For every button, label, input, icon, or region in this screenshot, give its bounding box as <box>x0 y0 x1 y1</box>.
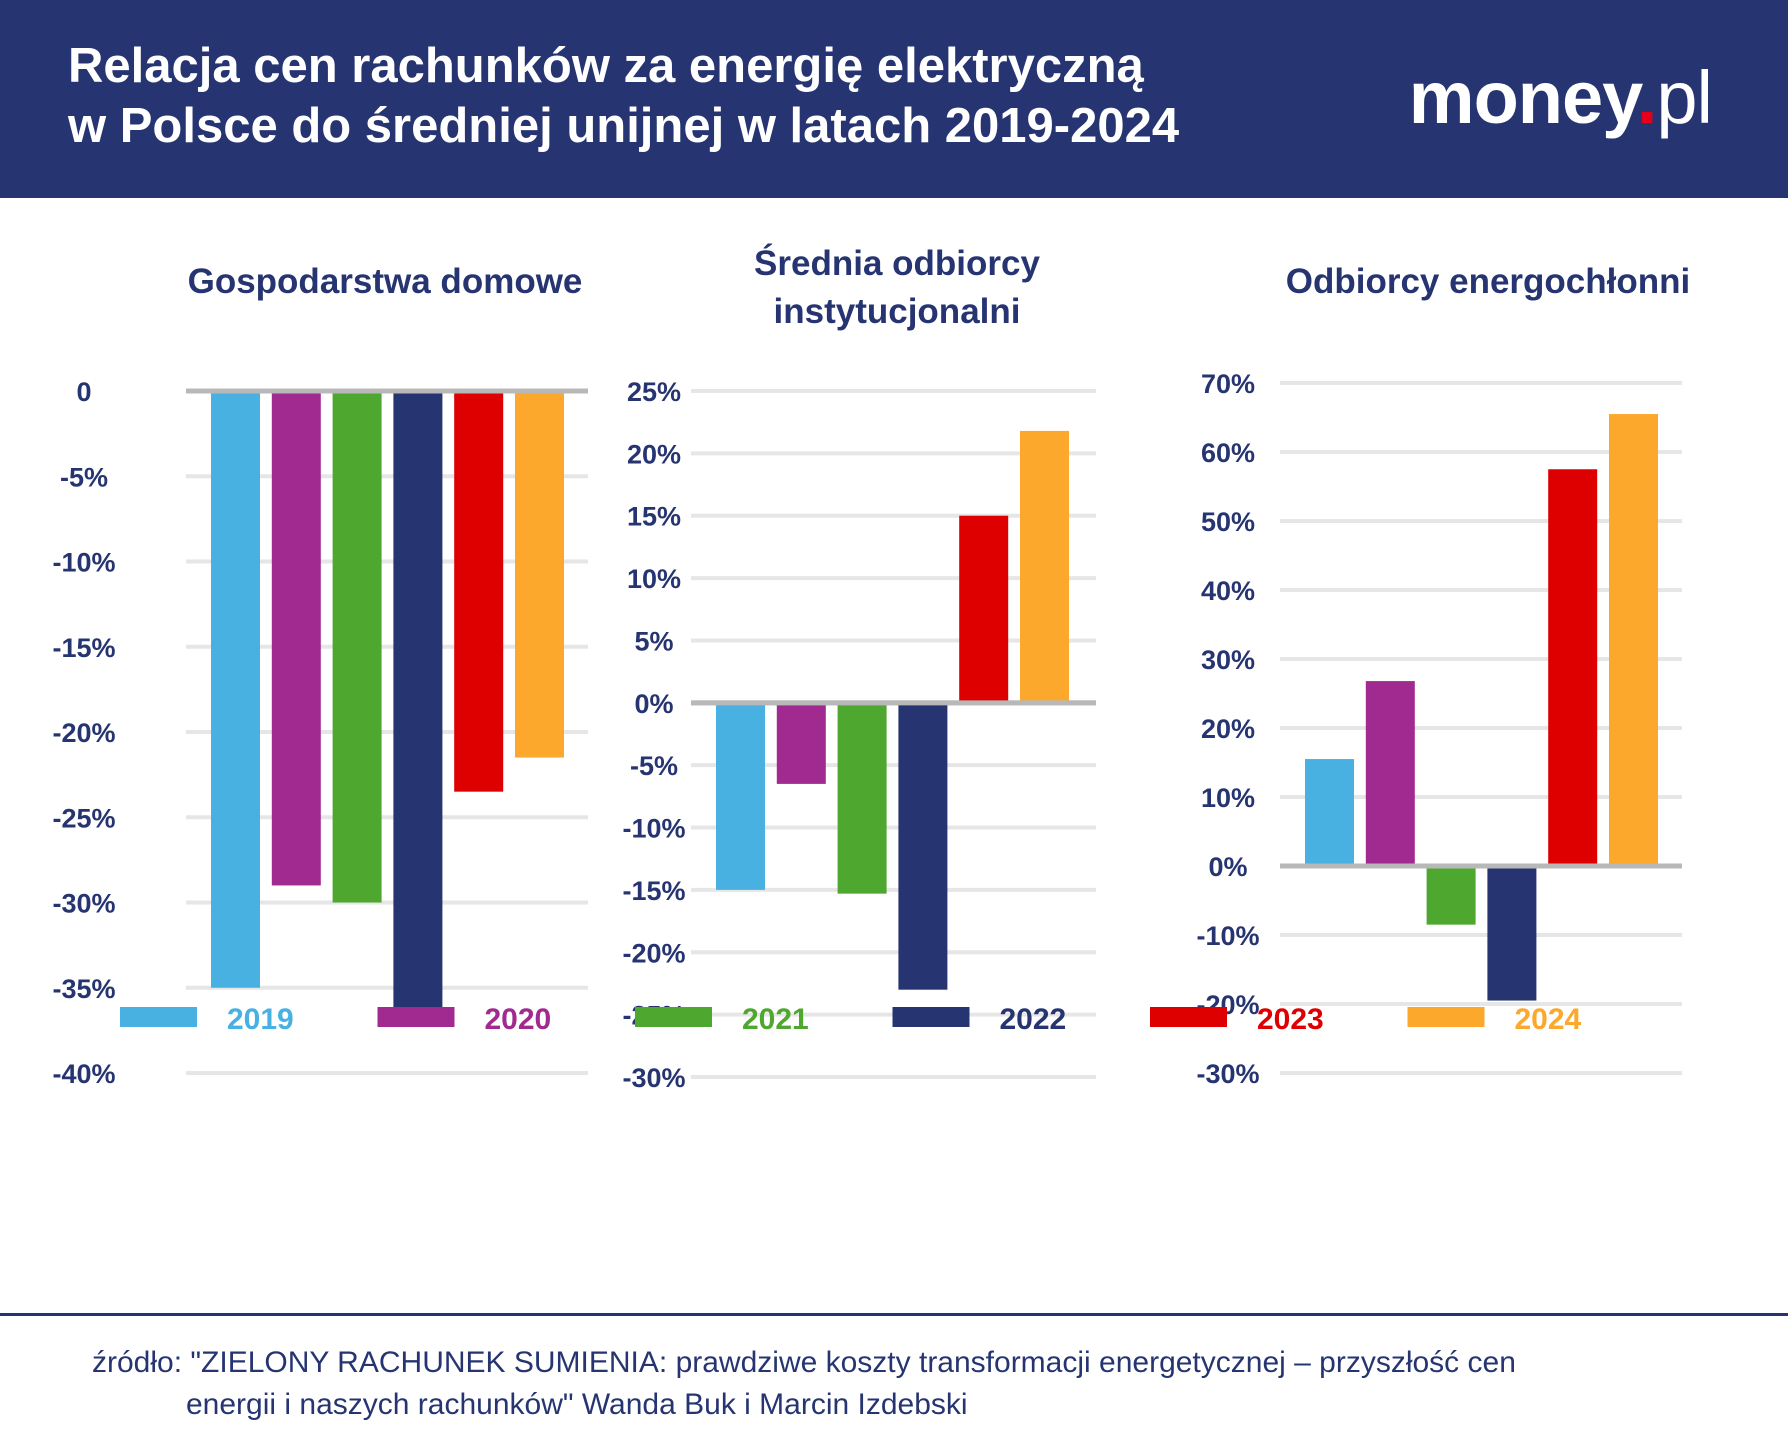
bar-2021 <box>837 702 887 894</box>
bar-2020 <box>1365 681 1415 866</box>
charts-area: Gospodarstwa domowe 0 -5% -10% -15% -20% -25% -… <box>52 243 1690 1093</box>
legend-label-2022: 2022 <box>1000 1003 1067 1036</box>
legend-swatch-2023 <box>1150 1007 1227 1027</box>
logo-dot: . <box>1636 56 1658 139</box>
legend-label-2021: 2021 <box>742 1003 809 1036</box>
source-line-2: energii i naszych rachunków" Wanda Buk i… <box>186 1388 968 1421</box>
y-tick-label: -35% <box>52 974 115 1004</box>
bar-2023 <box>1548 469 1598 866</box>
header-bar: Relacja cen rachunków za energię elektry… <box>0 0 1788 198</box>
chart-title-2-line-1: Średnia odbiorcy <box>754 243 1040 283</box>
y-tick-label: 25% <box>627 377 681 407</box>
y-tick-label: -30% <box>622 1063 685 1093</box>
y-tick-label: 20% <box>1201 714 1255 744</box>
y-tick-label: -20% <box>52 718 115 748</box>
bar-2020 <box>271 391 321 886</box>
footer-divider <box>0 1313 1788 1316</box>
chart-title-3-line-1: Odbiorcy energochłonni <box>1286 262 1690 301</box>
y-tick-label: 10% <box>627 564 681 594</box>
legend-swatch-2022 <box>892 1007 970 1027</box>
y-tick-label: -25% <box>52 803 115 833</box>
page-title: Relacja cen rachunków za energię elektry… <box>68 36 1179 156</box>
y-tick-label: -5% <box>630 751 678 781</box>
y-tick-label: -20% <box>622 938 685 968</box>
bar-2024 <box>1609 414 1658 866</box>
bar-2024 <box>1020 430 1069 703</box>
bar-2021 <box>332 391 382 903</box>
bar-2021 <box>1426 866 1476 925</box>
bar-2022 <box>898 702 948 990</box>
y-tick-label: 40% <box>1201 576 1255 606</box>
logo-suffix: pl <box>1656 56 1713 139</box>
y-tick-label: 15% <box>627 502 681 532</box>
y-tick-label: 70% <box>1201 369 1255 399</box>
y-tick-label: 20% <box>627 439 681 469</box>
bar-2023 <box>454 391 504 792</box>
y-tick-label: 10% <box>1201 783 1255 813</box>
y-tick-label: 0% <box>1208 852 1247 882</box>
legend-swatch-2024 <box>1407 1007 1485 1027</box>
y-tick-label: -5% <box>60 462 108 492</box>
chart-title-2-line-2: instytucjonalni <box>774 292 1021 331</box>
bar-2022 <box>1487 866 1537 1001</box>
money-pl-logo: money.pl <box>1408 56 1713 139</box>
legend-label-2019: 2019 <box>227 1003 294 1036</box>
y-tick-label: -10% <box>622 814 685 844</box>
chart-title-1-line-1: Gospodarstwa domowe <box>188 262 583 301</box>
bar-2022 <box>393 391 443 1022</box>
y-tick-label: -10% <box>52 548 115 578</box>
bar-2019 <box>1305 759 1354 866</box>
bar-2019 <box>716 702 765 890</box>
y-tick-label: 60% <box>1201 438 1255 468</box>
source-line-1: źródło: "ZIELONY RACHUNEK SUMIENIA: praw… <box>92 1346 1516 1379</box>
y-tick-label: 0 <box>76 377 91 407</box>
y-tick-label: -15% <box>622 876 685 906</box>
bar-2019 <box>211 391 260 988</box>
y-tick-label: -10% <box>1196 921 1259 951</box>
legend-swatch-2019 <box>120 1007 197 1027</box>
title-line-1: Relacja cen rachunków za energię elektry… <box>68 39 1144 93</box>
y-tick-label: -30% <box>1196 1059 1259 1089</box>
source-note: źródło: "ZIELONY RACHUNEK SUMIENIA: praw… <box>92 1342 1732 1426</box>
legend-label-2023: 2023 <box>1257 1003 1324 1036</box>
y-tick-label: 0% <box>634 689 673 719</box>
bar-2024 <box>515 391 564 758</box>
legend-label-2020: 2020 <box>485 1003 552 1036</box>
legend-label-2024: 2024 <box>1515 1003 1582 1036</box>
logo-text: money <box>1408 56 1638 139</box>
y-tick-label: -30% <box>52 889 115 919</box>
y-tick-label: 5% <box>634 626 673 656</box>
legend-swatch-2021 <box>635 1007 712 1027</box>
y-tick-label: -40% <box>52 1059 115 1089</box>
y-tick-label: -15% <box>52 633 115 663</box>
y-tick-label: 30% <box>1201 645 1255 675</box>
title-line-2: w Polsce do średniej unijnej w latach 20… <box>68 99 1180 153</box>
legend-swatch-2020 <box>377 1007 455 1027</box>
bar-2020 <box>776 702 826 784</box>
bar-2023 <box>959 515 1009 703</box>
y-tick-label: 50% <box>1201 507 1255 537</box>
